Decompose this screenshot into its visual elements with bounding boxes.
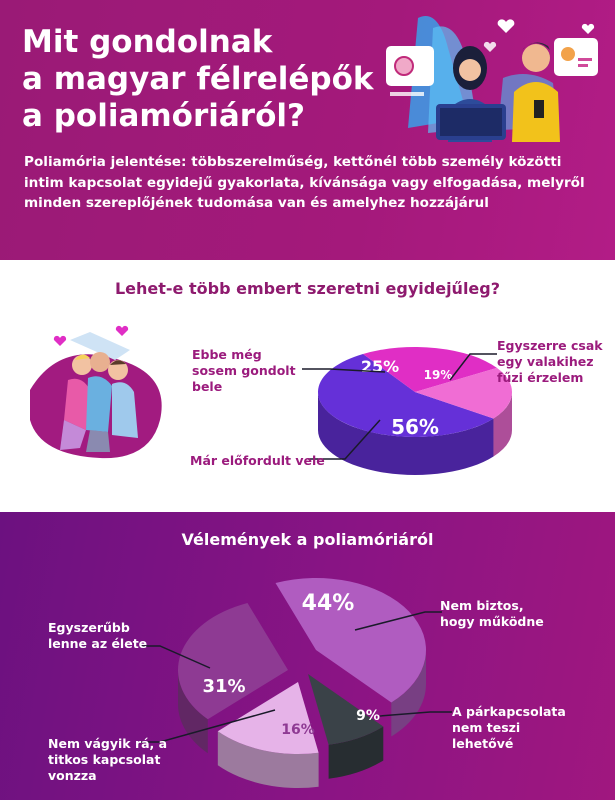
title-line-2: a magyar félrelépők (22, 61, 374, 97)
opinions-section: Vélemények a poliamóriáról 44% 9% 16% 31% N… (0, 512, 615, 800)
label-egyszerubb: Egyszerűbb lenne az élete (48, 620, 148, 651)
pie2-pct-2: 16% (281, 722, 315, 738)
definition-text: Poliamória jelentése: többszerelműség, k… (24, 154, 585, 211)
pie2-slice-3 (178, 603, 288, 720)
pie1-leader-1 (302, 368, 386, 373)
header-section: Mit gondolnak a magyar félrelépők a poli… (0, 0, 615, 260)
embracing-trio-icon (30, 325, 162, 459)
label-mar: Már előfordult vele (190, 453, 325, 468)
pie2-side-3 (178, 670, 208, 754)
pie2-side-1 (328, 726, 384, 779)
title-line-3: a poliamóriáról? (22, 98, 305, 134)
title-line-1: Mit gondolnak (22, 24, 273, 60)
pie1-pct-2: 19% (424, 368, 453, 382)
pie2-leader-1 (379, 711, 452, 717)
pie2-slice-1 (308, 674, 384, 745)
pie2-side-2 (217, 731, 319, 788)
question-one-section: Lehet-e több embert szeretni egyidejűleg… (0, 260, 615, 512)
pie-chart-2: 44% 9% 16% 31% (140, 578, 452, 788)
label-ebbe: Ebbe még sosem gondolt bele (192, 347, 296, 394)
pie1-side-0 (318, 392, 494, 475)
pie2-pct-0: 44% (302, 591, 355, 616)
pie2-leader-3 (140, 645, 211, 669)
pie2-slice-0 (275, 578, 427, 703)
pie1-slice-2 (415, 367, 512, 419)
pie2-slice-2 (217, 682, 319, 754)
chart-2-title: Vélemények a poliamóriáról (181, 530, 434, 549)
pie2-leader-0 (354, 611, 442, 631)
pie1-slice-1 (363, 347, 497, 392)
page-title: Mit gondolnak a magyar félrelépők a poli… (22, 24, 374, 135)
pie1-leader-0 (308, 419, 381, 460)
pie2-leader-2 (140, 709, 276, 743)
couple-with-laptop-icon (386, 16, 598, 142)
pie2-pct-1: 9% (356, 708, 380, 724)
label-egyszerre: Egyszerre csak egy valakihez fűzi érzele… (497, 338, 603, 385)
label-nem-biztos: Nem biztos, hogy működne (440, 598, 544, 629)
hearts-icon (483, 19, 595, 52)
pie1-pct-1: 25% (361, 357, 399, 376)
pie1-leader-2 (449, 353, 497, 381)
pie-chart-1: 56% 25% 19% (302, 347, 512, 475)
label-parkapcsolata: A párkapcsolata nem teszi lehetővé (452, 704, 566, 751)
pie1-pct-0: 56% (391, 415, 439, 439)
label-nem-vagyik: Nem vágyik rá, a titkos kapcsolat vonzza (48, 736, 168, 783)
pie1-side-2 (493, 392, 512, 457)
pie1-slice-0 (318, 354, 494, 437)
pie2-pct-3: 31% (202, 676, 245, 697)
chart-1-title: Lehet-e több embert szeretni egyidejűleg… (114, 279, 501, 298)
